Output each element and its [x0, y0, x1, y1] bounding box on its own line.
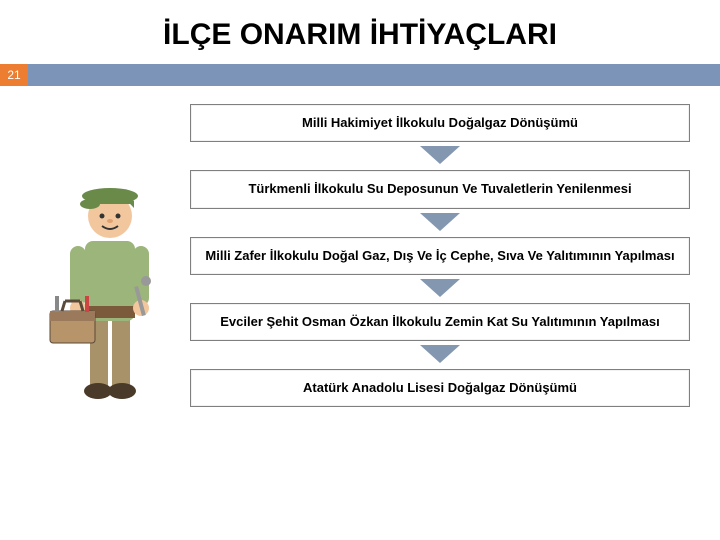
list-item: Atatürk Anadolu Lisesi Doğalgaz Dönüşümü [190, 369, 690, 407]
page-title: İLÇE ONARIM İHTİYAÇLARI [0, 0, 720, 64]
list-item: Milli Zafer İlkokulu Doğal Gaz, Dış Ve İ… [190, 237, 690, 275]
header-bar: 21 [0, 64, 720, 86]
down-arrow-icon [420, 279, 460, 297]
list-item: Milli Hakimiyet İlkokulu Doğalgaz Dönüşü… [190, 104, 690, 142]
items-list: Milli Hakimiyet İlkokulu Doğalgaz Dönüşü… [190, 104, 690, 407]
list-item: Evciler Şehit Osman Özkan İlkokulu Zemin… [190, 303, 690, 341]
list-item: Türkmenli İlkokulu Su Deposunun Ve Tuval… [190, 170, 690, 208]
down-arrow-icon [420, 213, 460, 231]
down-arrow-icon [420, 345, 460, 363]
header-color-bar [28, 64, 720, 86]
down-arrow-icon [420, 146, 460, 164]
repairman-illustration [20, 146, 195, 426]
page-number-badge: 21 [0, 64, 28, 86]
content-area: Milli Hakimiyet İlkokulu Doğalgaz Dönüşü… [0, 86, 720, 417]
